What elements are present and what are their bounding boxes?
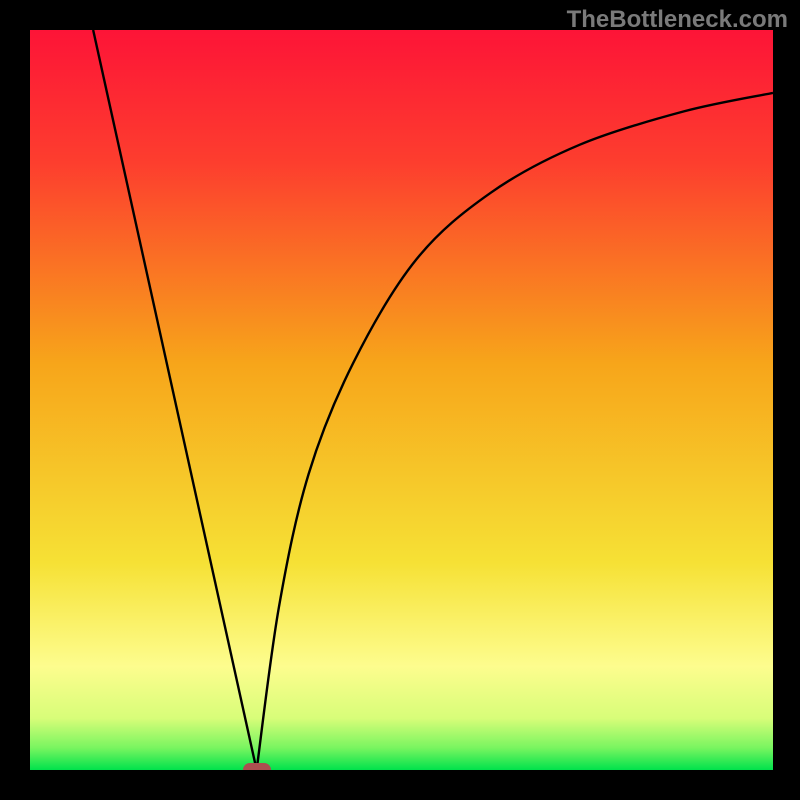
plot-svg xyxy=(30,30,773,770)
plot-area xyxy=(30,30,773,770)
frame-left xyxy=(0,0,30,800)
watermark-text: TheBottleneck.com xyxy=(567,6,788,34)
chart-canvas: TheBottleneck.com xyxy=(0,0,800,800)
frame-bottom xyxy=(0,770,800,800)
frame-right xyxy=(773,0,800,800)
plot-background xyxy=(30,30,773,770)
minimum-marker xyxy=(243,763,271,770)
